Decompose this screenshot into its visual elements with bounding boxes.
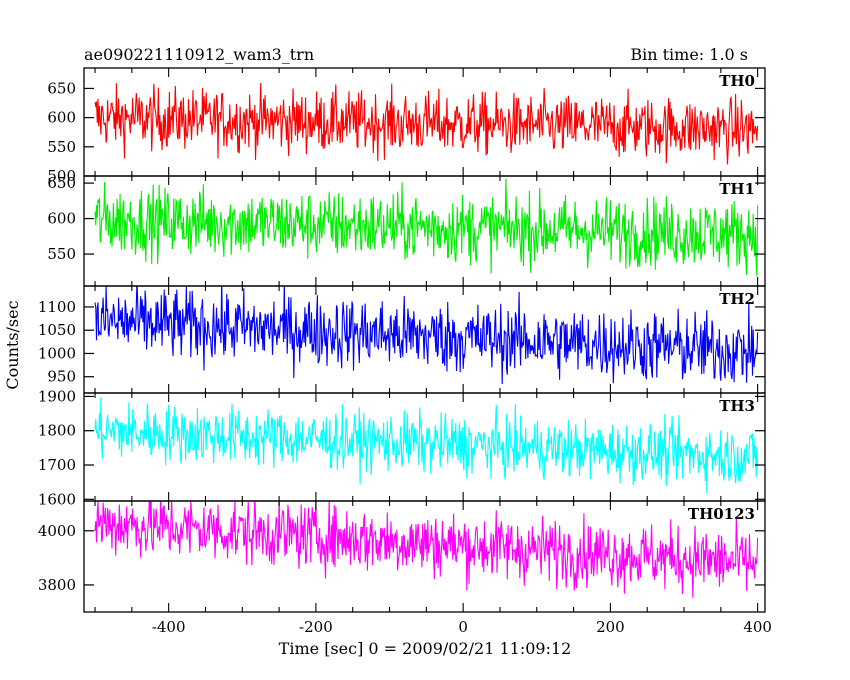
- x-axis-label: Time [sec] 0 = 2009/02/21 11:09:12: [279, 639, 572, 658]
- x-tick-label: -200: [299, 618, 333, 636]
- y-tick-label: 600: [47, 210, 76, 228]
- y-tick-label: 1700: [38, 456, 76, 474]
- x-tick-label: -400: [152, 618, 186, 636]
- panel-frame-th0123: [83, 500, 766, 613]
- series-line-th2: [94, 286, 759, 385]
- x-tick-label: 400: [743, 618, 772, 636]
- y-tick-label: 550: [47, 138, 76, 156]
- panel-label-th3: TH3: [719, 397, 755, 415]
- series-line-th0123: [94, 501, 759, 598]
- y-tick-label: 1900: [38, 387, 76, 405]
- y-tick-label: 1800: [38, 422, 76, 440]
- y-tick-label: 550: [47, 245, 76, 263]
- y-tick-label: 500: [47, 167, 76, 185]
- panel-label-th2: TH2: [719, 290, 755, 308]
- y-tick-label: 950: [47, 368, 76, 386]
- panel-label-th0123: TH0123: [688, 505, 755, 523]
- panels-group: 500 550 600 650 TH0 550 600 650 TH1 950 1000 1050 11…: [38, 67, 772, 636]
- panel-label-th1: TH1: [719, 180, 755, 198]
- series-line-th3: [94, 397, 759, 494]
- y-tick-label: 4000: [38, 522, 76, 540]
- y-axis-label: Counts/sec: [3, 300, 22, 389]
- series-line-th1: [94, 178, 759, 277]
- bin-time-label: Bin time: 1.0 s: [630, 45, 748, 64]
- y-tick-label: 600: [47, 109, 76, 127]
- y-tick-label: 1000: [38, 344, 76, 362]
- series-line-th0: [94, 82, 759, 165]
- y-tick-label: 3800: [38, 576, 76, 594]
- x-tick-label: 0: [458, 618, 468, 636]
- x-tick-label: 200: [596, 618, 625, 636]
- y-tick-label: 1100: [38, 298, 76, 316]
- y-tick-label: 650: [47, 79, 76, 97]
- panel-label-th0: TH0: [719, 72, 755, 90]
- y-tick-label: 1600: [38, 490, 76, 508]
- y-tick-label: 650: [47, 174, 76, 192]
- y-tick-label: 1050: [38, 321, 76, 339]
- chart-title-text: ae090221110912_wam3_trn: [84, 45, 314, 64]
